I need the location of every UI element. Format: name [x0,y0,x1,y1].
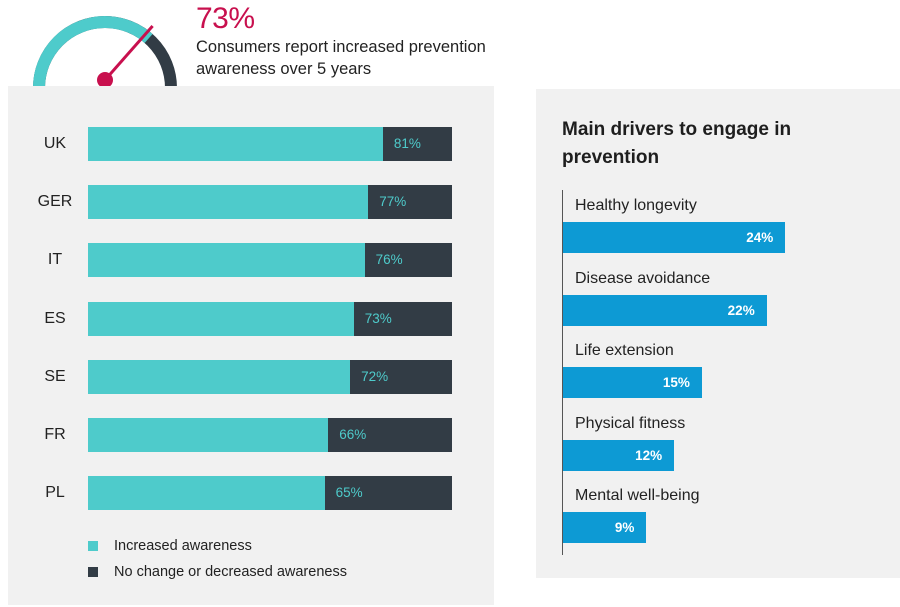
bar-value-label-fr: 66% [339,427,367,442]
headline: 73% Consumers report increased preventio… [196,2,496,80]
country-label-fr: FR [44,426,66,443]
driver-value-label-life-extension: 15% [662,375,690,391]
bar-increased-fr [88,418,329,452]
driver-label-disease-avoidance: Disease avoidance [575,269,711,287]
bar-no-change-pl: 65% [88,476,452,511]
bar-value-label-uk: 81% [393,136,421,151]
driver-bar-physical-fitness: 12% [563,439,675,471]
legend-label-no-change: No change or decreased awareness [114,564,347,580]
driver-label-life-extension: Life extension [575,342,674,360]
headline-value: 73% [196,2,255,35]
bar-increased-pl [88,476,325,511]
legend-swatch-no-change [88,567,98,577]
driver-bar-disease-avoidance: 22% [563,294,767,326]
gauge-needle [103,25,154,81]
bar-value-label-se: 72% [361,368,389,384]
driver-value-label-mental-well-being: 9% [614,520,635,536]
awareness-panel [8,86,494,605]
bar-no-change-fr: 66% [88,418,452,452]
legend-swatch-increased [88,541,98,551]
bar-value-label-es: 73% [364,310,392,326]
bar-no-change-uk: 81% [88,127,452,161]
drivers-axis-line [562,190,563,555]
legend-item-increased: Increased awareness [88,536,252,556]
driver-label-healthy-longevity: Healthy longevity [575,197,697,214]
driver-label-mental-well-being: Mental well-being [575,487,700,505]
bar-value-label-pl: 65% [335,485,363,501]
awareness-gauge [33,16,177,89]
driver-bar-healthy-longevity: 24% [563,222,786,253]
driver-bar-mental-well-being: 9% [563,512,647,544]
bar-value-label-ger: 77% [379,194,407,210]
bar-increased-es [88,301,354,336]
driver-value-label-physical-fitness: 12% [635,447,663,463]
bar-no-change-it: 76% [88,243,452,278]
bar-no-change-se: 72% [88,359,452,394]
bar-value-label-it: 76% [375,252,403,268]
headline-text: Consumers report increased prevention aw… [196,38,486,78]
bar-increased-ger [88,185,369,220]
country-label-pl: PL [45,484,65,502]
legend-label-increased: Increased awareness [114,538,252,554]
drivers-panel [536,89,900,578]
driver-value-label-disease-avoidance: 22% [727,302,755,318]
country-label-se: SE [44,367,66,385]
driver-label-physical-fitness: Physical fitness [575,414,686,432]
bar-increased-se [88,359,351,394]
gauge-hub [97,72,113,88]
bar-increased-it [88,243,365,278]
country-label-es: ES [44,309,66,327]
country-label-uk: UK [43,135,67,152]
drivers-title: Main drivers to engage in prevention [562,119,792,168]
legend-item-no-change: No change or decreased awareness [88,562,347,582]
driver-value-label-healthy-longevity: 24% [746,230,774,245]
bar-increased-uk [88,127,383,161]
country-label-ger: GER [37,193,73,211]
bar-no-change-ger: 77% [88,185,452,220]
driver-bar-life-extension: 15% [563,367,702,399]
country-label-it: IT [47,251,63,269]
gauge-fill [33,16,153,89]
bar-no-change-es: 73% [88,301,452,336]
